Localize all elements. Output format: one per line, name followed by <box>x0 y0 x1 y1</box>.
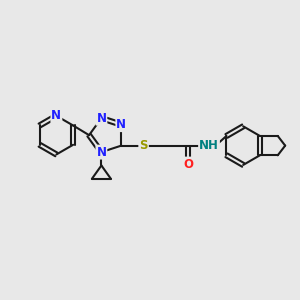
Text: O: O <box>183 158 193 170</box>
Text: NH: NH <box>199 139 219 152</box>
Text: N: N <box>96 146 106 159</box>
Text: N: N <box>51 109 62 122</box>
Text: N: N <box>116 118 126 131</box>
Text: S: S <box>140 139 148 152</box>
Text: N: N <box>96 112 106 125</box>
